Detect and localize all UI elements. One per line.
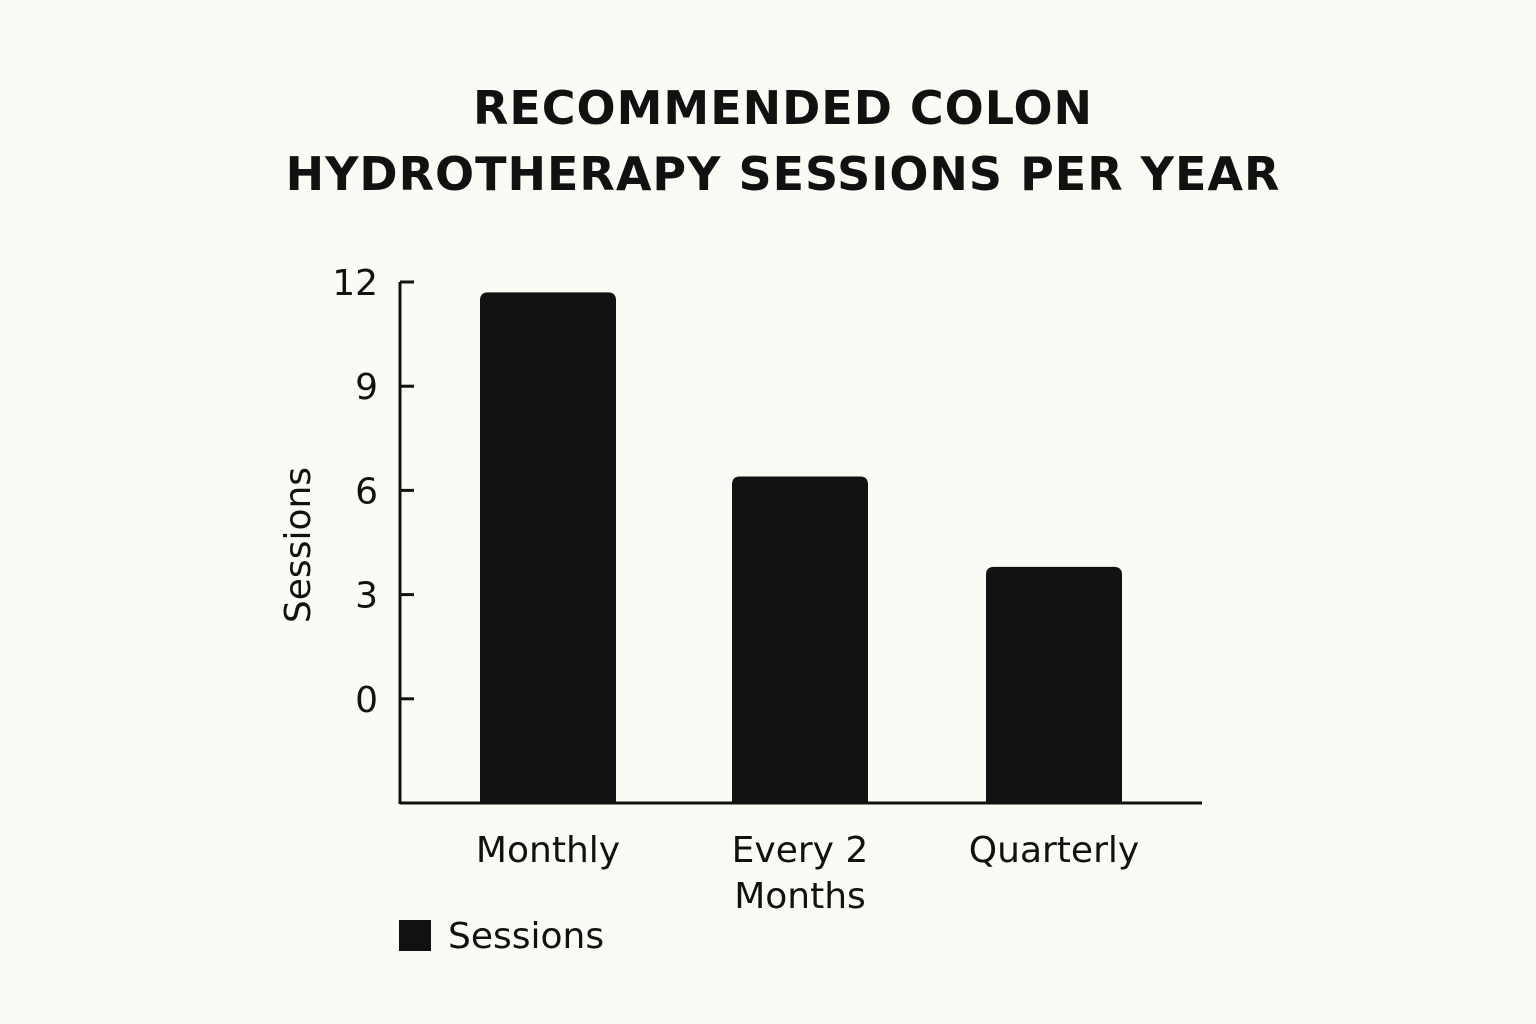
x-category-label: Months	[734, 876, 866, 917]
y-tick-label: 9	[355, 367, 378, 408]
chart-title-line: RECOMMENDED COLON	[473, 81, 1093, 135]
x-category-label: Quarterly	[969, 830, 1139, 871]
y-tick-label: 3	[355, 576, 378, 617]
y-tick-label: 0	[355, 680, 378, 721]
legend-label: Sessions	[448, 916, 604, 957]
x-category-label: Every 2	[732, 830, 869, 871]
bar-0	[480, 292, 616, 803]
chart-title-line: HYDROTHERAPY SESSIONS PER YEAR	[286, 147, 1281, 201]
x-axis-categories: Monthly Every 2 Months Quarterly	[476, 830, 1139, 917]
x-category-label: Monthly	[476, 830, 620, 871]
y-tick-label: 6	[355, 471, 378, 512]
chart-title: RECOMMENDED COLON HYDROTHERAPY SESSIONS P…	[286, 81, 1281, 201]
y-tick-label: 12	[332, 263, 378, 304]
legend: Sessions	[399, 916, 604, 957]
bar-1	[732, 476, 868, 803]
legend-swatch	[399, 920, 431, 951]
bar-2	[986, 566, 1122, 803]
bars	[480, 292, 1122, 803]
y-axis-ticks: 0 3 6 9 12	[332, 263, 414, 721]
y-axis-title: Sessions	[278, 467, 319, 623]
